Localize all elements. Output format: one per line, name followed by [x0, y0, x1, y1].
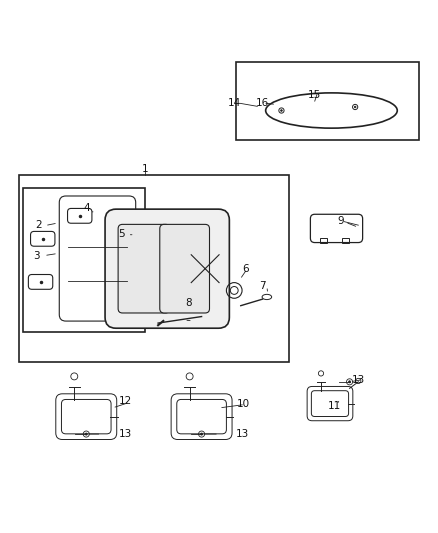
Text: 12: 12 [119, 397, 132, 407]
Text: 7: 7 [259, 281, 266, 291]
FancyBboxPatch shape [160, 224, 209, 313]
Text: 6: 6 [242, 264, 248, 273]
FancyBboxPatch shape [105, 209, 230, 328]
Bar [23, 188, 145, 332]
Text: 13: 13 [352, 375, 365, 385]
Text: 3: 3 [33, 251, 39, 261]
Text: 16: 16 [256, 98, 269, 108]
Bar [342, 238, 349, 244]
Ellipse shape [281, 110, 283, 111]
Bar [320, 238, 327, 244]
Bar [237, 62, 419, 140]
Text: 15: 15 [308, 90, 321, 100]
Ellipse shape [349, 381, 351, 383]
Text: 13: 13 [237, 429, 250, 439]
FancyBboxPatch shape [118, 224, 170, 313]
Text: 10: 10 [237, 399, 250, 409]
Bar [19, 175, 289, 362]
Text: 4: 4 [83, 203, 89, 213]
Text: 5: 5 [118, 229, 124, 239]
Text: 1: 1 [142, 164, 148, 174]
Text: 9: 9 [338, 216, 344, 226]
Text: 2: 2 [35, 220, 42, 230]
Ellipse shape [85, 433, 87, 435]
Text: 14: 14 [228, 98, 241, 108]
Text: 13: 13 [119, 429, 132, 439]
Ellipse shape [201, 433, 203, 435]
Text: 8: 8 [185, 298, 192, 309]
Text: 11: 11 [328, 401, 341, 411]
Ellipse shape [354, 106, 356, 108]
